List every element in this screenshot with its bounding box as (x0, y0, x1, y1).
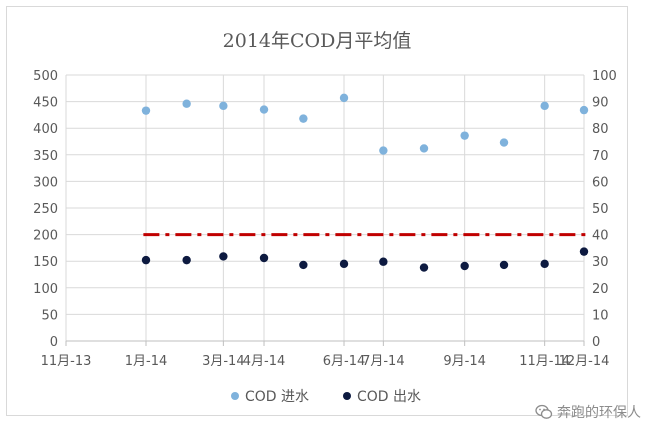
y-right-tick-label: 90 (592, 96, 609, 111)
influent-point (141, 106, 151, 115)
x-tick-label: 3月-14 (202, 354, 245, 369)
y-right-tick-label: 40 (592, 229, 609, 244)
x-tick-label: 9月-14 (443, 354, 486, 369)
y-right-tick-label: 70 (592, 149, 609, 164)
y-left-tick-label: 50 (41, 308, 58, 323)
y-axis-right: 0 10 20 30 40 50 60 70 80 90 100 (592, 69, 617, 350)
y-right-tick-label: 30 (592, 255, 609, 270)
y-left-tick-label: 400 (33, 122, 58, 137)
y-left-tick-label: 200 (33, 229, 58, 244)
effluent-point (419, 263, 429, 272)
chart-title: 2014年COD月平均值 (223, 30, 412, 52)
data-points (141, 93, 589, 272)
y-left-tick-label: 250 (33, 202, 58, 217)
wechat-icon (535, 404, 553, 419)
legend-label: COD 出水 (357, 389, 421, 405)
y-right-tick-label: 10 (592, 308, 609, 323)
watermark: 奔跑的环保人 (535, 402, 641, 422)
influent-point (419, 144, 429, 153)
chart: 2014年COD月平均值 050100150200250300350400450… (33, 30, 617, 405)
y-left-tick-label: 0 (50, 335, 58, 350)
influent-point (379, 146, 388, 155)
effluent-point (339, 259, 349, 269)
legend: COD 进水 COD 出水 (231, 389, 421, 405)
y-left-tick-label: 500 (33, 69, 58, 84)
y-right-tick-label: 20 (592, 282, 609, 297)
effluent-point (299, 260, 308, 270)
influent-point (219, 101, 228, 111)
chart-frame: 2014年COD月平均值 0 50 100 150 200 250 300 350 400 450… (6, 6, 628, 416)
legend-marker (343, 392, 351, 400)
y-left-tick-label: 350 (33, 149, 58, 164)
influent-point (299, 114, 308, 123)
x-tick-label: 7月-14 (362, 354, 405, 369)
effluent-point (460, 261, 469, 271)
effluent-point (219, 252, 228, 261)
influent-point (182, 99, 191, 108)
influent-point (540, 101, 549, 111)
y-right-tick-label: 0 (592, 335, 600, 350)
effluent-point (182, 255, 191, 265)
effluent-point (499, 260, 509, 270)
y-left-tick-label: 150 (33, 255, 58, 270)
watermark-text: 奔跑的环保人 (557, 405, 641, 421)
y-left-tick-label: 100 (33, 282, 58, 297)
y-left-tick-label: 450 (33, 96, 58, 111)
influent-point (499, 138, 509, 147)
effluent-point (579, 247, 589, 256)
effluent-point (540, 259, 549, 269)
influent-point (259, 105, 269, 114)
legend-marker (231, 392, 239, 400)
influent-point (579, 105, 589, 115)
x-tick-label: 11月-14 (519, 354, 570, 369)
effluent-point (379, 257, 388, 266)
x-tick-label: 6月-14 (323, 354, 366, 369)
y-right-tick-label: 80 (592, 122, 609, 137)
x-tick-label: 11月-13 (41, 354, 92, 369)
x-tick-label: 12月-14 (559, 354, 610, 369)
y-axis-left: 0 50 100 150 200 250 300 350 400 450 500 (33, 69, 58, 350)
effluent-point (259, 253, 269, 263)
legend-label: COD 进水 (245, 389, 309, 405)
y-right-tick-label: 100 (592, 69, 617, 84)
x-tick-label: 1月-14 (125, 354, 168, 369)
y-left-tick-label: 300 (33, 175, 58, 190)
y-right-tick-label: 60 (592, 175, 609, 190)
effluent-point (141, 255, 151, 265)
x-tick-label: 4月-14 (243, 354, 286, 369)
grid-lines (65, 74, 585, 342)
y-right-tick-label: 50 (592, 202, 609, 217)
influent-point (339, 93, 349, 103)
influent-point (460, 131, 469, 140)
